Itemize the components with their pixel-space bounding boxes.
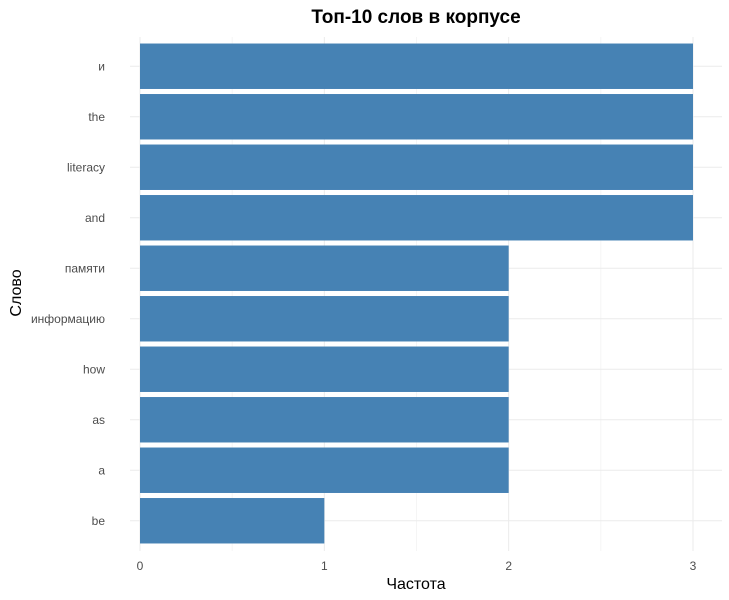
y-tick-label: literacy xyxy=(67,160,105,174)
bar xyxy=(140,245,509,291)
chart-title: Топ-10 слов в корпусе xyxy=(311,7,520,28)
bar xyxy=(140,296,509,342)
y-tick-label: и xyxy=(98,59,105,73)
y-tick-label: памяти xyxy=(65,261,105,275)
bar xyxy=(140,397,509,443)
bar xyxy=(140,447,509,493)
x-tick-label: 2 xyxy=(505,559,512,573)
y-tick-labels: и the literacy and памяти информацию how as a be xyxy=(31,59,105,528)
y-tick-label: the xyxy=(88,110,105,124)
bar xyxy=(140,195,693,241)
y-tick-label: and xyxy=(85,211,105,225)
y-tick-label: how xyxy=(83,362,105,376)
x-tick-label: 0 xyxy=(137,559,144,573)
y-tick-label: a xyxy=(98,463,105,477)
bar xyxy=(140,498,325,544)
y-tick-label: as xyxy=(92,413,105,427)
bars xyxy=(140,43,693,544)
bar xyxy=(140,43,693,89)
x-tick-label: 1 xyxy=(321,559,328,573)
y-axis-title: Слово xyxy=(8,269,25,316)
bar xyxy=(140,346,509,392)
bar xyxy=(140,144,693,190)
y-tick-label: be xyxy=(92,514,106,528)
x-axis-title: Частота xyxy=(386,576,445,593)
bar xyxy=(140,94,693,140)
x-tick-labels: 0 1 2 3 xyxy=(137,559,697,573)
y-tick-label: информацию xyxy=(31,312,105,326)
x-tick-label: 3 xyxy=(690,559,697,573)
